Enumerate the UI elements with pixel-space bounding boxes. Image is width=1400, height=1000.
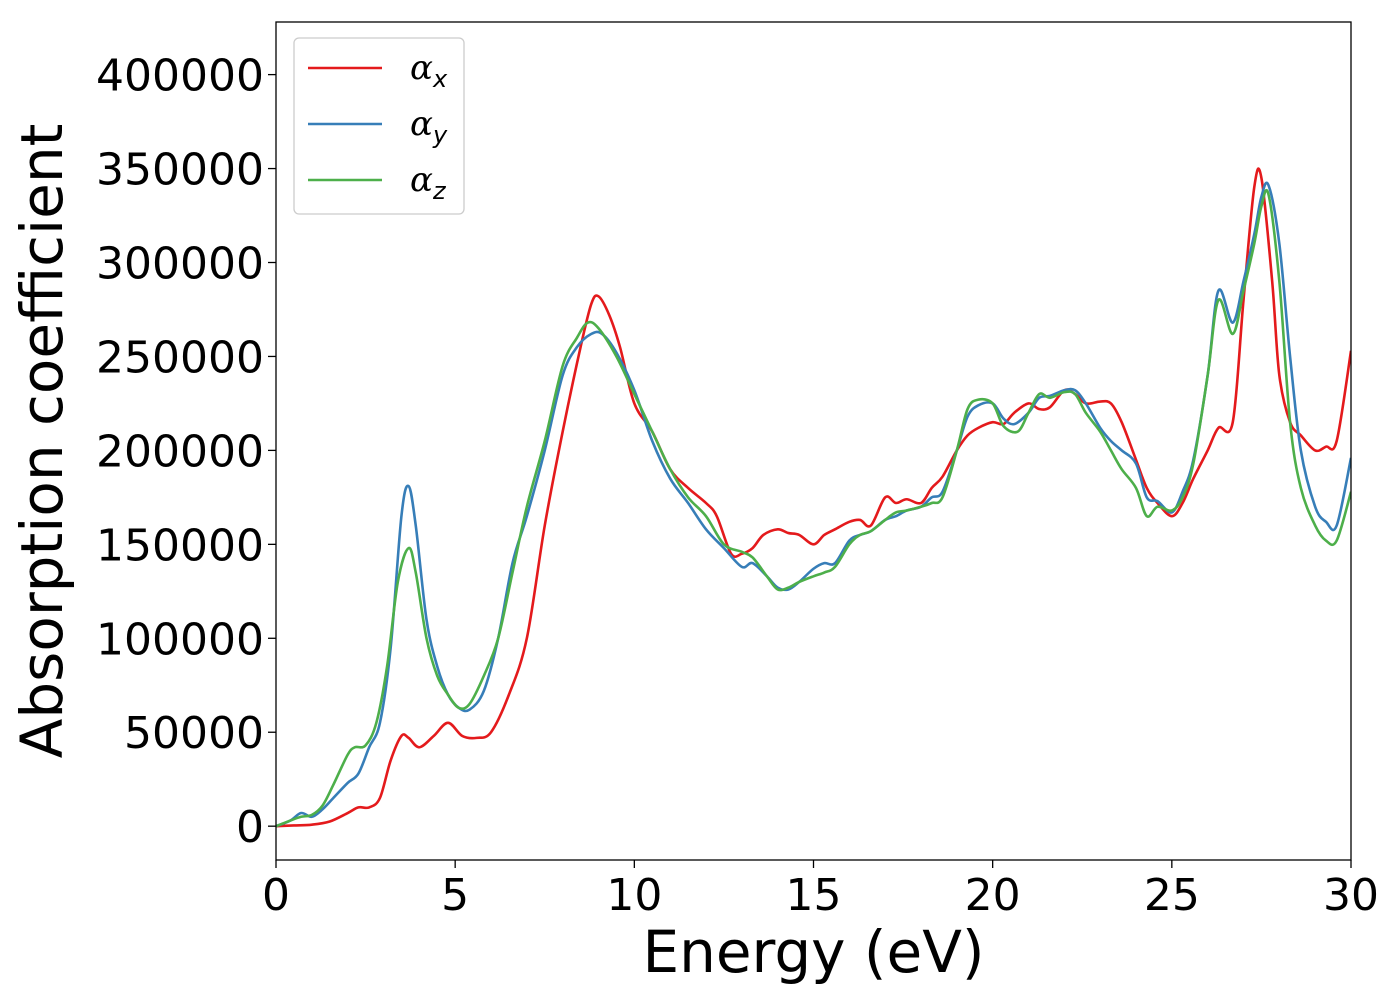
y-tick-label: 100000 (96, 614, 264, 665)
y-tick-label: 350000 (96, 145, 264, 196)
x-tick-label: 15 (786, 870, 842, 921)
y-tick-label: 250000 (96, 332, 264, 383)
y-tick-label: 400000 (96, 51, 264, 102)
legend-label-base: α (410, 48, 433, 88)
x-tick-label: 0 (262, 870, 290, 921)
legend-label-base: α (410, 160, 433, 200)
legend-label-x: αx (410, 48, 448, 93)
y-tick-label: 200000 (96, 426, 264, 477)
series-line-x (276, 167, 1351, 828)
y-tick-label: 0 (236, 802, 264, 853)
y-tick-label: 150000 (96, 520, 264, 571)
y-axis: 0 50000 100000 150000 200000 250000 300000 3500… (96, 51, 276, 853)
legend-label-z: αz (410, 160, 447, 205)
x-tick-label: 10 (606, 870, 662, 921)
x-axis: 0 5 10 15 20 25 30 (262, 860, 1379, 921)
legend-label-subscript: y (432, 121, 448, 149)
x-tick-label: 30 (1323, 870, 1379, 921)
legend-box (293, 37, 465, 215)
legend-label-subscript: z (432, 177, 447, 205)
x-tick-label: 5 (441, 870, 469, 921)
legend-label-base: α (410, 104, 433, 144)
legend-label-subscript: x (432, 65, 448, 93)
series-layer (276, 167, 1351, 828)
y-tick-label: 50000 (124, 708, 264, 759)
y-axis-label: Absorption coefficient (8, 124, 76, 759)
legend-label-y: αy (410, 104, 448, 149)
x-axis-label: Energy (eV) (642, 918, 984, 986)
x-tick-label: 20 (965, 870, 1021, 921)
y-tick-label: 300000 (96, 239, 264, 290)
x-tick-label: 25 (1144, 870, 1200, 921)
series-line-y (276, 181, 1351, 828)
series-line-z (276, 188, 1351, 828)
